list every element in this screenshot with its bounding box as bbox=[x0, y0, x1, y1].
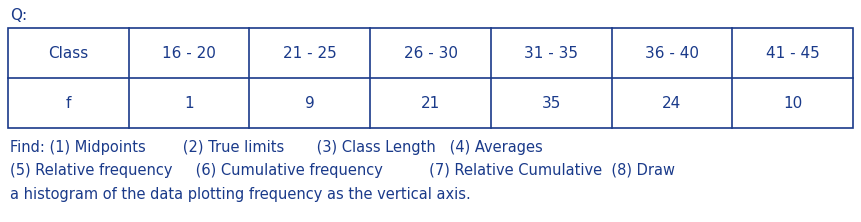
Text: 21 - 25: 21 - 25 bbox=[283, 46, 337, 61]
Text: 16 - 20: 16 - 20 bbox=[162, 46, 216, 61]
Text: Class: Class bbox=[48, 46, 89, 61]
Text: 24: 24 bbox=[662, 95, 682, 111]
Text: 26 - 30: 26 - 30 bbox=[404, 46, 457, 61]
Bar bbox=[8, 28, 853, 128]
Text: 41 - 45: 41 - 45 bbox=[765, 46, 820, 61]
Text: a histogram of the data plotting frequency as the vertical axis.: a histogram of the data plotting frequen… bbox=[10, 187, 471, 202]
Text: (5) Relative frequency     (6) Cumulative frequency          (7) Relative Cumula: (5) Relative frequency (6) Cumulative fr… bbox=[10, 163, 675, 178]
Text: 35: 35 bbox=[542, 95, 561, 111]
Text: Q:: Q: bbox=[10, 8, 28, 23]
Text: f: f bbox=[65, 95, 71, 111]
Text: 10: 10 bbox=[783, 95, 802, 111]
Text: 21: 21 bbox=[421, 95, 440, 111]
Text: 31 - 35: 31 - 35 bbox=[524, 46, 579, 61]
Text: 1: 1 bbox=[184, 95, 194, 111]
Text: 9: 9 bbox=[305, 95, 314, 111]
Text: 36 - 40: 36 - 40 bbox=[645, 46, 699, 61]
Text: Find: (1) Midpoints        (2) True limits       (3) Class Length   (4) Averages: Find: (1) Midpoints (2) True limits (3) … bbox=[10, 140, 542, 155]
